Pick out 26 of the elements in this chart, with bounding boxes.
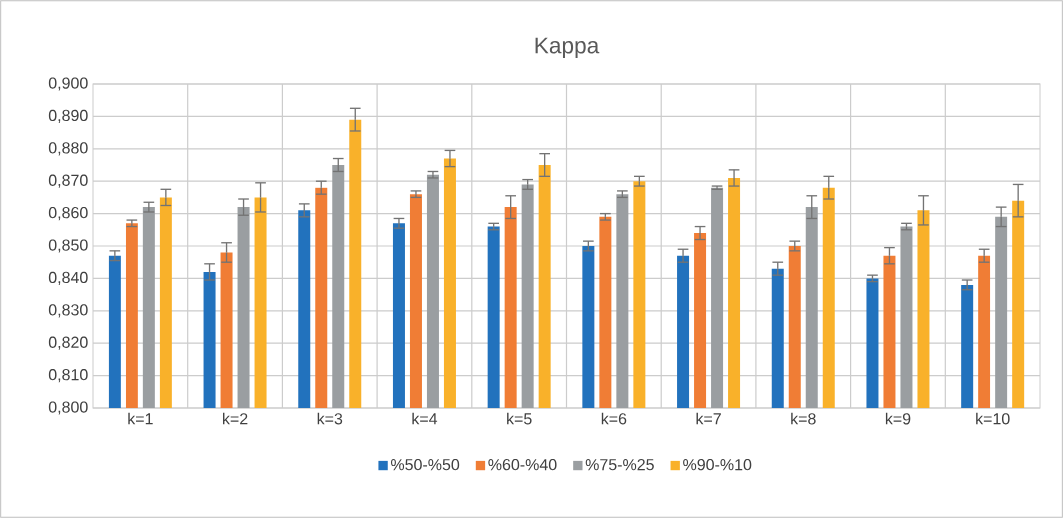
y-tick-label: 0,810 [48, 369, 88, 383]
x-tick-label: k=5 [507, 412, 532, 425]
y-tick-label: 0,870 [48, 174, 88, 188]
x-tick-label: k=1 [128, 412, 153, 425]
y-tick-label: 0,900 [48, 77, 88, 91]
x-tick-label: k=10 [976, 412, 1010, 425]
legend-label: %90-%10 [683, 458, 752, 471]
y-tick-label: 0,830 [48, 304, 88, 318]
y-tick-label: 0,880 [48, 142, 88, 156]
x-tick-label: k=9 [885, 412, 911, 425]
legend-label: %60-%40 [488, 458, 557, 471]
y-tick-label: 0,840 [48, 271, 88, 286]
legend-label: %50-%50 [390, 458, 460, 471]
y-tick-label: 0,850 [48, 239, 88, 253]
legend-label: %75-%25 [585, 458, 654, 471]
chart-title: Kappa [535, 37, 600, 58]
y-tick-label: 0,860 [48, 206, 88, 221]
x-tick-label: k=6 [601, 412, 627, 425]
x-tick-label: k=8 [791, 412, 816, 425]
x-tick-label: k=4 [412, 412, 438, 425]
x-tick-label: k=2 [223, 412, 248, 425]
y-tick-label: 0,820 [48, 336, 88, 350]
x-tick-label: k=3 [317, 412, 343, 425]
y-tick-label: 0,800 [48, 401, 88, 415]
y-tick-label: 0,890 [48, 109, 88, 124]
x-tick-label: k=7 [696, 412, 721, 425]
